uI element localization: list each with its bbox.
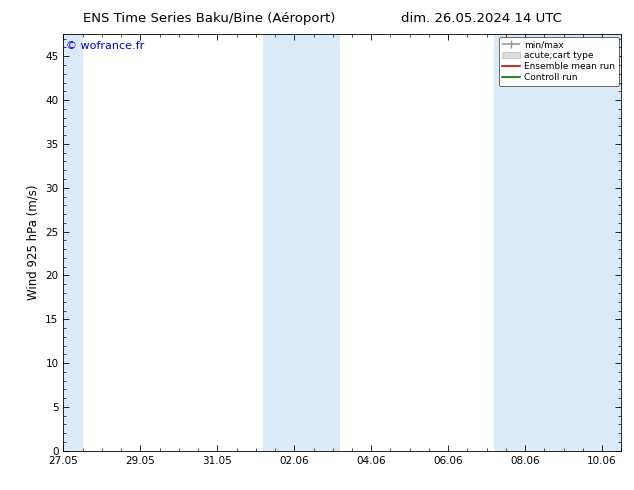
Bar [264,34,340,451]
Bar [495,34,625,451]
Legend: min/max, acute;cart type, Ensemble mean run, Controll run: min/max, acute;cart type, Ensemble mean … [499,37,619,86]
Text: © wofrance.fr: © wofrance.fr [66,41,145,50]
Y-axis label: Wind 925 hPa (m/s): Wind 925 hPa (m/s) [27,185,40,300]
Text: dim. 26.05.2024 14 UTC: dim. 26.05.2024 14 UTC [401,12,562,25]
Bar [60,34,82,451]
Text: ENS Time Series Baku/Bine (Aéroport): ENS Time Series Baku/Bine (Aéroport) [83,12,335,25]
